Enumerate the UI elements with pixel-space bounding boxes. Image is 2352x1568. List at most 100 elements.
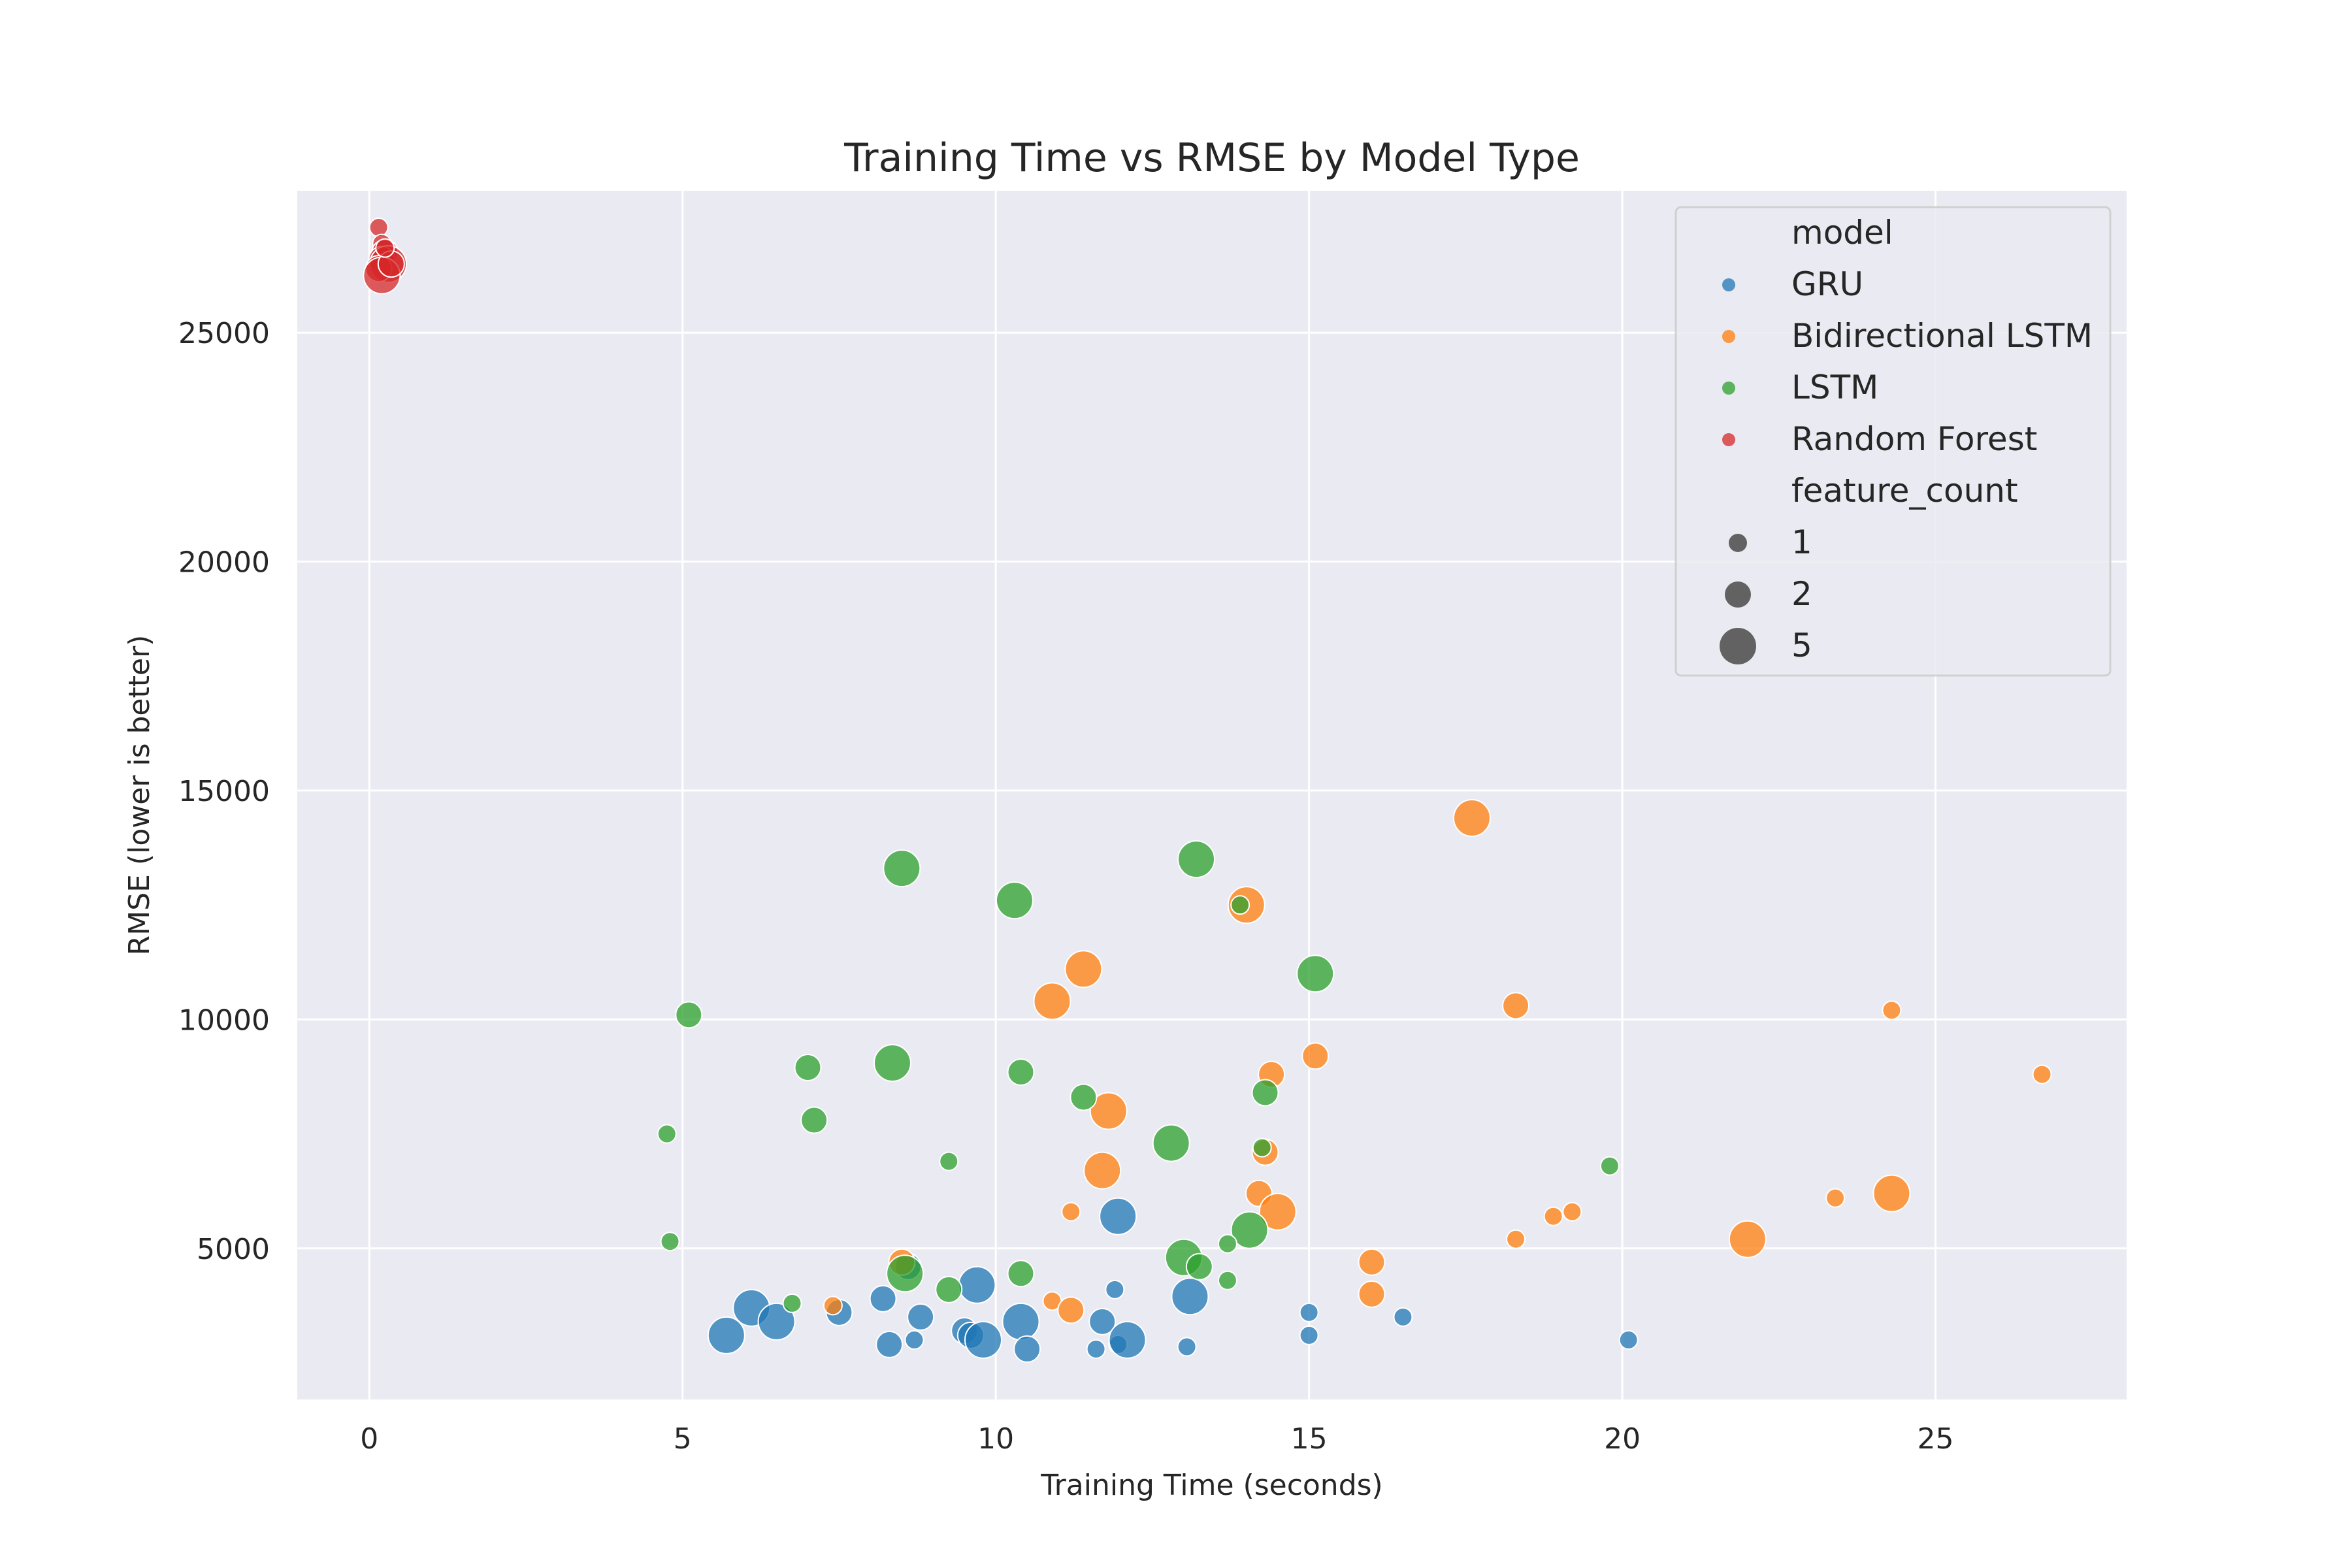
point-lstm [939,1151,959,1171]
y-tick-label: 25000 [178,317,270,350]
legend-box [1674,206,2112,677]
legend-title-model: model [1791,214,1893,252]
point-lstm [660,1232,680,1252]
point-bidirectional-lstm [1502,992,1530,1020]
point-lstm [1252,1137,1272,1158]
point-gru [1105,1279,1125,1299]
point-gru [1013,1335,1041,1363]
point-bidirectional-lstm [1033,982,1071,1021]
point-gru [875,1330,904,1358]
legend-size-marker-5 [1720,628,1756,664]
legend-size-marker-2 [1725,581,1751,608]
y-tick-label: 10000 [178,1004,270,1037]
legend-marker-gru [1722,278,1735,291]
point-bidirectional-lstm [1083,1151,1122,1190]
legend-size-marker-1 [1729,534,1747,552]
y-tick-label: 20000 [178,546,270,580]
x-tick-label: 10 [977,1422,1014,1456]
x-tick-label: 5 [674,1422,692,1456]
point-bidirectional-lstm [1728,1220,1767,1258]
point-gru [1002,1302,1040,1341]
legend-label-gru: GRU [1791,265,1863,303]
point-bidirectional-lstm [1882,1000,1902,1021]
tick-labels: 0 5 10 15 20 25 5000 10000 15000 20000 25000 [178,317,1954,1456]
point-gru [1299,1325,1319,1345]
point-lstm [782,1293,802,1313]
data-points [363,218,2052,1363]
point-gru [907,1303,935,1331]
point-bidirectional-lstm [823,1296,843,1316]
legend: model GRU Bidirectional LSTM LSTM Random… [1674,206,2112,677]
point-lstm [1296,955,1335,993]
point-gru [1299,1302,1319,1322]
point-lstm [657,1124,677,1144]
point-gru [958,1266,996,1304]
x-tick-label: 0 [360,1422,378,1456]
point-lstm [995,881,1034,920]
point-lstm [883,849,921,888]
point-lstm [1007,1260,1035,1288]
y-tick-label: 15000 [178,775,270,808]
point-lstm [1070,1083,1098,1111]
legend-marker-random-forest [1722,433,1735,446]
point-lstm [935,1275,963,1303]
legend-label-random-forest: Random Forest [1791,420,2037,458]
point-bidirectional-lstm [1057,1296,1085,1324]
point-lstm [1251,1079,1279,1107]
point-gru [1618,1330,1639,1350]
point-gru [1088,1307,1117,1335]
x-axis-label: Training Time (seconds) [1040,1469,1382,1502]
point-bidirectional-lstm [1825,1188,1846,1208]
point-bidirectional-lstm [1258,1192,1297,1231]
point-bidirectional-lstm [1061,1201,1081,1222]
legend-label-bidirectional-lstm: Bidirectional LSTM [1791,317,2093,355]
legend-title-feature-count: feature_count [1791,472,2018,510]
point-gru [707,1316,745,1354]
point-lstm [675,1001,703,1029]
point-bidirectional-lstm [1506,1229,1526,1249]
point-gru [964,1320,1002,1359]
point-bidirectional-lstm [1452,799,1491,838]
legend-label-lstm: LSTM [1791,368,1878,406]
point-bidirectional-lstm [1064,950,1103,988]
point-bidirectional-lstm [1562,1201,1582,1222]
point-lstm [1230,895,1250,915]
point-bidirectional-lstm [1358,1280,1386,1308]
point-lstm [1177,840,1216,879]
legend-size-label-5: 5 [1791,627,1812,664]
point-lstm [1230,1211,1269,1249]
point-random-forest [375,238,395,258]
point-gru [1177,1337,1197,1357]
point-bidirectional-lstm [2032,1064,2052,1085]
point-lstm [873,1043,911,1082]
point-random-forest [368,218,389,238]
x-tick-label: 20 [1604,1422,1641,1456]
point-gru [1171,1277,1209,1316]
point-lstm [1185,1252,1213,1281]
point-lstm [794,1053,822,1081]
point-gru [1108,1320,1147,1359]
legend-marker-bidirectional-lstm [1722,330,1735,343]
point-gru [1393,1307,1413,1327]
point-gru [757,1302,796,1341]
point-bidirectional-lstm [1543,1206,1563,1226]
point-gru [904,1330,924,1350]
legend-marker-lstm [1722,382,1735,395]
point-lstm [886,1254,924,1293]
x-tick-label: 15 [1291,1422,1328,1456]
point-lstm [1007,1058,1035,1086]
point-bidirectional-lstm [1872,1174,1911,1213]
point-gru [1099,1197,1137,1235]
point-lstm [800,1106,828,1134]
y-axis-label: RMSE (lower is better) [123,635,156,956]
point-gru [869,1284,897,1313]
point-lstm [1217,1233,1237,1254]
point-lstm [1217,1270,1237,1290]
x-tick-label: 25 [1918,1422,1954,1456]
point-bidirectional-lstm [1301,1042,1330,1070]
point-bidirectional-lstm [1089,1092,1128,1130]
y-tick-label: 5000 [197,1233,270,1266]
chart-title: Training Time vs RMSE by Model Type [843,135,1580,181]
